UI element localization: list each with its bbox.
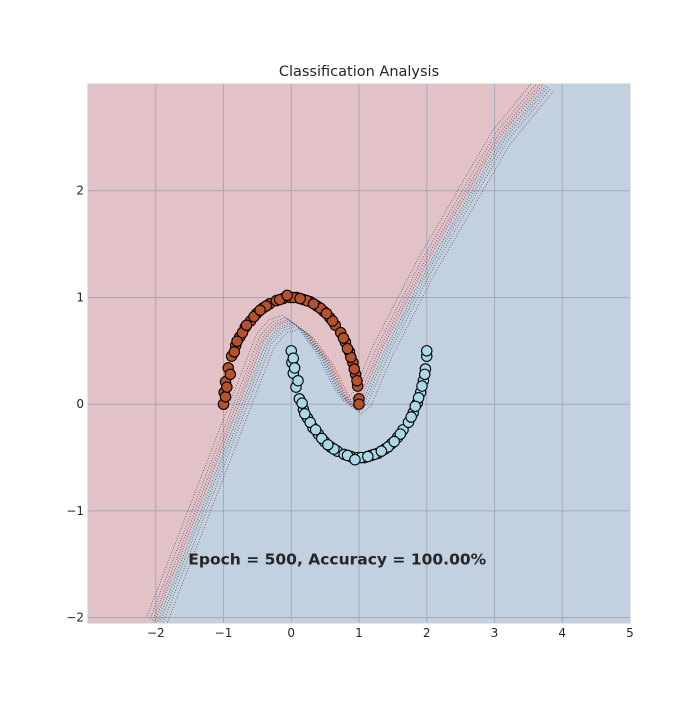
- x-tick-label: 0: [287, 626, 295, 640]
- contour-line: [159, 86, 549, 623]
- data-point-class-1: [309, 424, 322, 436]
- data-point-class-1: [322, 439, 334, 451]
- data-point-class-0: [281, 289, 293, 302]
- data-point-class-0: [221, 381, 233, 393]
- contour-line: [156, 84, 547, 623]
- epoch-accuracy-annotation: Epoch = 500, Accuracy = 100.00%: [188, 550, 486, 568]
- data-point-class-0: [231, 335, 243, 347]
- data-point-class-0: [228, 346, 241, 358]
- data-point-class-0: [337, 332, 350, 344]
- x-tick-label: 5: [626, 626, 634, 640]
- x-tick-label: −2: [147, 626, 165, 640]
- data-point-class-1: [388, 435, 400, 448]
- contour-line: [154, 84, 544, 623]
- data-point-class-0: [353, 398, 365, 410]
- data-point-class-0: [307, 298, 320, 310]
- data-point-class-0: [224, 368, 237, 381]
- data-point-class-1: [288, 362, 301, 374]
- data-point-class-0: [348, 363, 361, 375]
- plot-area: [88, 84, 630, 623]
- data-point-class-0: [254, 304, 266, 317]
- data-point-class-1: [418, 368, 431, 381]
- data-point-class-1: [409, 400, 421, 413]
- data-point-class-1: [287, 352, 300, 365]
- y-tick-label: −2: [66, 611, 84, 625]
- x-axis-tick-labels: −2 −1 0 1 2 3 4 5: [147, 626, 634, 640]
- decision-boundary-contours: [146, 84, 555, 623]
- x-tick-label: 2: [423, 626, 431, 640]
- x-tick-label: 1: [355, 626, 363, 640]
- y-tick-label: 0: [76, 397, 84, 411]
- data-point-class-0: [341, 342, 354, 355]
- scatter-series-class-1: [285, 345, 433, 466]
- contour-line: [146, 84, 532, 617]
- data-point-class-0: [320, 307, 333, 320]
- data-point-class-1: [292, 374, 304, 387]
- data-point-class-1: [375, 445, 388, 457]
- scatter-series-class-0: [217, 289, 365, 410]
- x-tick-label: −1: [215, 626, 233, 640]
- contour-line: [166, 90, 555, 623]
- chart-title: Classification Analysis: [279, 64, 439, 80]
- data-point-class-0: [240, 319, 253, 331]
- data-point-class-0: [219, 390, 232, 403]
- plot-frame: [87, 83, 631, 624]
- data-point-class-1: [362, 450, 374, 463]
- x-tick-label: 4: [558, 626, 566, 640]
- data-point-class-1: [349, 453, 361, 466]
- contour-line: [149, 84, 537, 619]
- data-point-class-0: [326, 315, 339, 327]
- data-point-class-1: [420, 345, 433, 357]
- data-point-class-0: [294, 292, 306, 305]
- contour-line: [162, 87, 552, 623]
- contour-line: [152, 84, 541, 621]
- y-axis-tick-labels: −2 −1 0 1 2: [66, 184, 84, 625]
- y-tick-label: −1: [66, 504, 84, 518]
- data-point-class-1: [296, 397, 308, 409]
- data-point-class-1: [416, 380, 428, 392]
- y-tick-label: 1: [76, 290, 84, 304]
- data-point-class-0: [351, 374, 363, 387]
- data-point-class-1: [405, 411, 417, 423]
- decision-region-class-1: [155, 84, 630, 623]
- data-point-class-1: [394, 428, 407, 440]
- data-point-class-1: [299, 408, 311, 420]
- y-tick-label: 2: [76, 184, 84, 198]
- x-tick-label: 3: [491, 626, 499, 640]
